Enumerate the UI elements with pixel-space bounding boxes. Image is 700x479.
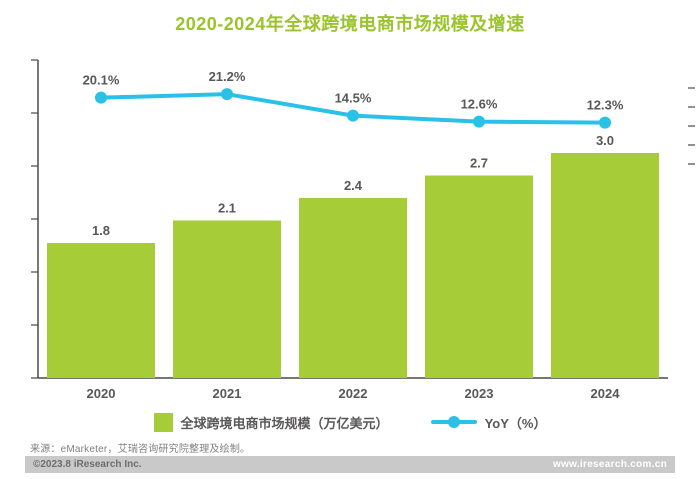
yoy-point-2021 (221, 88, 233, 101)
yoy-point-2022 (347, 109, 359, 122)
chart-title: 2020-2024年全球跨境电商市场规模及增速 (175, 14, 525, 34)
bar-2022 (299, 198, 407, 378)
legend-item-yoy: YoY（%） (430, 413, 547, 432)
website-text: www.iresearch.com.cn (552, 459, 667, 470)
chart-canvas: 1.8 2.1 2.4 2.7 3.0 20.1% 21.2% 14.5% 12.6% 12.3%… (31, 59, 695, 401)
bar-2020 (47, 243, 155, 378)
bar-2023 (425, 175, 533, 378)
legend-bar-swatch (153, 412, 173, 432)
bar-value-label: 3.0 (596, 133, 614, 148)
bar-value-label: 2.1 (218, 201, 236, 216)
legend-line-marker-icon (430, 416, 477, 428)
x-axis-label: 2023 (465, 386, 494, 401)
legend-bar-label: 全球跨境电商市场规模（万亿美元） (180, 415, 389, 431)
bar-value-label: 1.8 (92, 223, 110, 238)
bar-value-label: 2.7 (470, 156, 488, 171)
source-note: 来源：eMarketer，艾瑞咨询研究院整理及绘制。 (30, 444, 251, 455)
legend-item-market-size: 全球跨境电商市场规模（万亿美元） (153, 412, 389, 432)
x-axis-label: 2024 (591, 386, 621, 401)
legend-line-label: YoY（%） (484, 415, 547, 431)
yoy-point-2024 (599, 116, 611, 129)
bar-2024 (551, 153, 659, 378)
legend: 全球跨境电商市场规模（万亿美元） YoY（%） (0, 410, 700, 434)
yoy-value-label: 21.2% (209, 69, 246, 84)
footer-bar: ©2023.8 iResearch Inc. www.iresearch.com… (25, 456, 675, 473)
x-axis-label: 2020 (87, 386, 116, 401)
yoy-value-label: 14.5% (335, 91, 372, 106)
yoy-value-label: 12.3% (587, 98, 624, 113)
yoy-value-label: 12.6% (461, 97, 498, 112)
bar-2021 (173, 220, 281, 378)
copyright-text: ©2023.8 iResearch Inc. (33, 459, 142, 470)
bar-value-label: 2.4 (344, 178, 363, 193)
yoy-value-label: 20.1% (83, 73, 120, 88)
x-axis-label: 2021 (213, 386, 242, 401)
x-axis-label: 2022 (339, 386, 368, 401)
yoy-point-2023 (473, 115, 485, 128)
yoy-point-2020 (95, 91, 107, 104)
